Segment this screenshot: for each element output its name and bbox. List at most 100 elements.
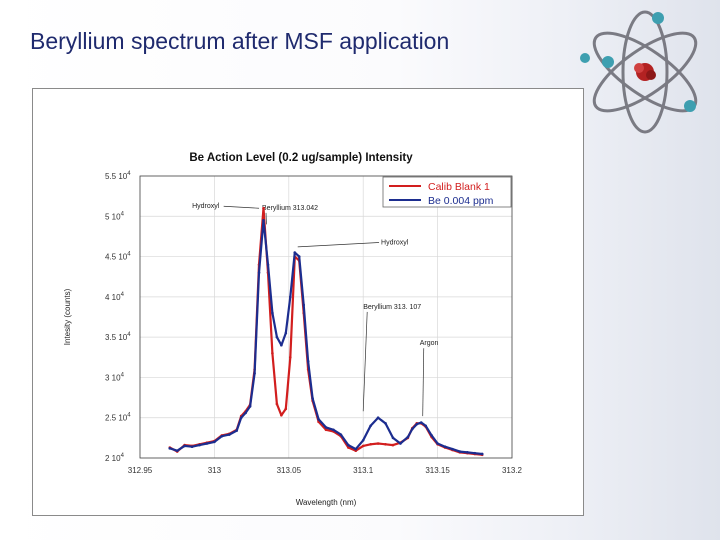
series-point-1: [317, 418, 320, 421]
x-tick-label: 312.95: [128, 466, 153, 475]
chart: Be Action Level (0.2 ug/sample) Intensit…: [63, 152, 523, 507]
series-point-0: [288, 355, 292, 359]
series-point-1: [406, 435, 410, 439]
series-point-1: [306, 360, 310, 363]
y-tick-label: 3.5 104: [105, 332, 131, 342]
series-point-1: [361, 438, 365, 442]
annotation-label: Hydroxyl: [192, 203, 220, 210]
x-tick-label: 313: [208, 466, 222, 475]
series-point-1: [480, 452, 484, 456]
series-point-1: [266, 263, 270, 266]
series-point-1: [339, 433, 343, 436]
x-tick-label: 313.2: [502, 466, 523, 475]
series-point-1: [275, 335, 279, 339]
annotations: Hydroxyl Beryllium 313.042 Hydroxyl Berylli…: [192, 203, 439, 417]
series-point-0: [391, 443, 395, 447]
series-point-1: [280, 343, 283, 347]
series-point-0: [271, 351, 274, 355]
series-point-1: [466, 451, 469, 454]
legend-box: [382, 176, 512, 208]
series-point-1: [297, 255, 301, 258]
series-point-1: [451, 447, 454, 451]
series-point-1: [183, 444, 186, 448]
series-point-1: [253, 372, 256, 375]
series-point-0: [369, 443, 372, 446]
y-tick-label: 3 104: [105, 372, 125, 382]
series-point-1: [369, 424, 372, 428]
series-point-1: [415, 422, 419, 426]
series-point-1: [244, 411, 247, 415]
y-tick-label: 4.5 104: [105, 252, 131, 262]
series-point-0: [284, 407, 288, 411]
plot-area-border: [139, 175, 513, 459]
series-point-1: [311, 397, 314, 400]
series-point-1: [436, 442, 439, 445]
x-axis-label: Wavelength (nm): [296, 498, 357, 507]
legend-label-calib-blank: Calib Blank 1: [428, 181, 490, 193]
legend: Calib Blank 1 Be 0.004 ppm: [382, 176, 512, 208]
series-point-1: [302, 303, 305, 307]
chart-title: Be Action Level (0.2 ug/sample) Intensit…: [189, 152, 413, 164]
series-point-0: [280, 413, 283, 417]
series-point-1: [168, 447, 172, 450]
series: [168, 206, 484, 457]
series-point-1: [288, 295, 292, 299]
series-point-1: [443, 445, 447, 449]
y-axis: 2 104 2.5 104 3 104 3.5 104 4 104 4.5 104 5 10…: [105, 171, 131, 463]
series-point-0: [376, 442, 380, 445]
annotation-leader: [422, 348, 425, 417]
annotation-leader: [223, 205, 260, 209]
y-tick-label: 2 104: [105, 453, 125, 463]
series-point-1: [284, 331, 288, 335]
series-point-1: [430, 434, 433, 437]
series-point-1: [220, 434, 224, 438]
series-point-0: [324, 428, 328, 432]
series-point-0: [384, 443, 387, 446]
grid: [139, 175, 513, 459]
y-tick-label: 2.5 104: [105, 413, 131, 423]
series-line-1: [169, 219, 483, 456]
annotation-label: Argon: [420, 340, 439, 347]
series-point-1: [271, 311, 274, 315]
series-point-1: [198, 443, 201, 447]
y-tick-label: 4 104: [105, 292, 125, 302]
x-tick-label: 313.15: [425, 466, 450, 475]
series-point-1: [399, 442, 402, 445]
series-point-1: [473, 451, 477, 455]
series-point-1: [248, 405, 252, 408]
series-point-1: [347, 443, 350, 447]
series-point-1: [190, 445, 194, 449]
series-point-1: [324, 426, 328, 429]
series-point-1: [332, 428, 335, 432]
series-point-1: [175, 449, 179, 453]
x-tick-label: 313.1: [353, 466, 374, 475]
x-tick-label: 313.05: [277, 466, 302, 475]
series-point-1: [458, 450, 462, 453]
series-point-1: [391, 436, 395, 440]
y-axis-label: Intesity (counts): [63, 288, 72, 345]
x-axis: 312.95 313 313.05 313.1 313.15 313.2: [128, 466, 523, 475]
series-point-0: [262, 206, 265, 210]
annotation-label: Hydroxyl: [381, 239, 409, 246]
series-point-1: [376, 416, 380, 420]
series-point-1: [424, 424, 427, 428]
series-point-1: [293, 251, 297, 254]
series-point-1: [384, 422, 387, 425]
annotation-label: Beryllium 313. 107: [363, 304, 421, 311]
series-point-1: [262, 219, 265, 222]
series-point-0: [275, 402, 279, 406]
y-tick-label: 5.5 104: [105, 171, 131, 181]
annotation-label: Beryllium 313.042: [262, 205, 318, 212]
atom-icon: [580, 10, 698, 134]
annotation-leader: [297, 242, 380, 248]
series-point-1: [227, 433, 231, 436]
slide-title: Beryllium spectrum after MSF application: [30, 28, 450, 54]
series-point-0: [347, 446, 350, 449]
series-point-1: [257, 271, 261, 274]
chart-frame: Be Action Level (0.2 ug/sample) Intensit…: [32, 88, 584, 516]
y-tick-label: 5 104: [105, 211, 125, 221]
series-point-1: [235, 429, 239, 432]
series-point-0: [361, 444, 365, 448]
legend-label-be: Be 0.004 ppm: [428, 195, 494, 207]
series-point-1: [354, 447, 358, 451]
